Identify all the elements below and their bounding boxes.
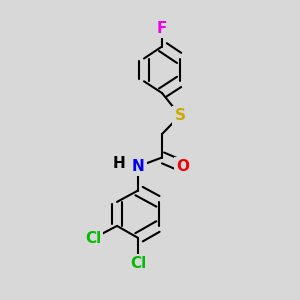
Text: Cl: Cl	[130, 256, 146, 272]
Text: O: O	[176, 159, 190, 174]
Text: N: N	[132, 159, 144, 174]
Text: F: F	[157, 21, 167, 36]
Text: S: S	[175, 108, 185, 123]
Text: Cl: Cl	[85, 231, 101, 246]
Text: N: N	[132, 159, 144, 174]
Text: H: H	[113, 156, 126, 171]
